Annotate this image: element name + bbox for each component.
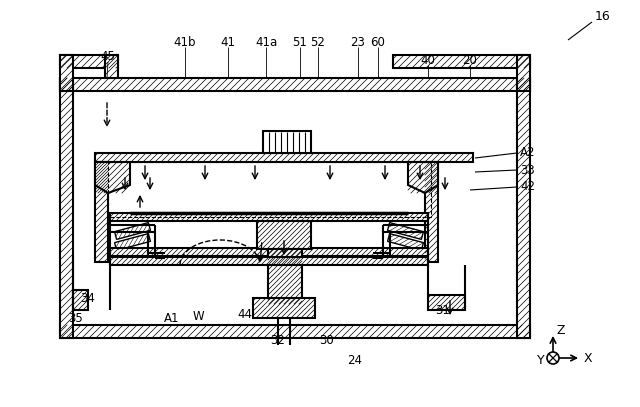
Bar — [95, 153, 473, 162]
Bar — [60, 55, 73, 91]
Polygon shape — [408, 162, 438, 193]
Text: Y: Y — [537, 354, 545, 366]
Text: 23: 23 — [351, 35, 365, 48]
Text: 44: 44 — [237, 309, 253, 322]
Bar — [60, 78, 530, 91]
Bar — [105, 55, 118, 78]
Bar — [115, 223, 150, 239]
Text: 42: 42 — [520, 180, 535, 193]
Bar — [110, 248, 428, 256]
Bar — [253, 298, 315, 318]
Circle shape — [547, 352, 559, 364]
Text: 33: 33 — [520, 164, 535, 177]
Bar — [110, 257, 428, 265]
Text: 24: 24 — [348, 354, 362, 366]
Bar — [110, 213, 428, 221]
Text: 45: 45 — [100, 50, 115, 63]
Text: 35: 35 — [68, 311, 83, 324]
Bar — [388, 223, 424, 239]
Text: 32: 32 — [271, 333, 285, 346]
Text: 40: 40 — [420, 53, 435, 66]
Text: A2: A2 — [520, 147, 536, 160]
Text: X: X — [584, 352, 592, 365]
Bar — [60, 55, 118, 91]
Bar — [388, 234, 424, 250]
Text: 30: 30 — [319, 333, 334, 346]
Text: 60: 60 — [371, 35, 385, 48]
Bar — [95, 162, 108, 262]
Text: Z: Z — [557, 324, 565, 337]
Bar — [428, 295, 465, 310]
Bar — [60, 55, 118, 68]
Bar — [263, 131, 311, 153]
Bar — [517, 55, 530, 91]
Text: 16: 16 — [595, 11, 611, 24]
Text: W: W — [192, 309, 204, 322]
Bar — [108, 162, 431, 217]
Text: 41a: 41a — [255, 35, 277, 48]
Bar — [257, 221, 311, 249]
Bar — [517, 78, 530, 338]
Text: A1: A1 — [164, 311, 180, 324]
Polygon shape — [95, 162, 130, 193]
Text: 34: 34 — [81, 291, 95, 304]
Bar — [60, 325, 530, 338]
Bar — [115, 234, 150, 250]
Bar — [393, 55, 530, 68]
Bar — [425, 162, 438, 262]
Text: 31: 31 — [436, 304, 451, 317]
Text: 51: 51 — [292, 35, 307, 48]
Text: 41b: 41b — [173, 35, 196, 48]
Text: 41: 41 — [221, 35, 236, 48]
Text: 52: 52 — [310, 35, 325, 48]
Bar — [60, 78, 73, 338]
Bar — [268, 249, 302, 304]
Text: 20: 20 — [463, 53, 477, 66]
Bar — [73, 290, 88, 310]
